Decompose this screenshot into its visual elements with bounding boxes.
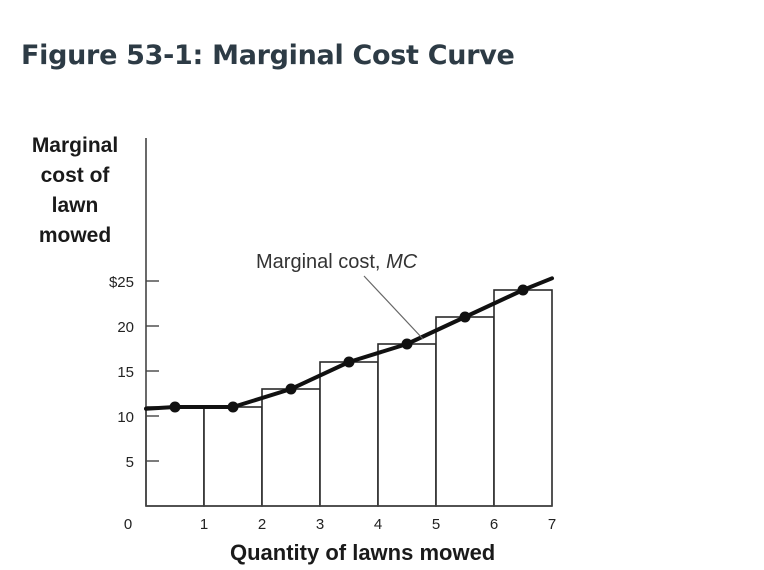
mc-point-marker — [227, 401, 239, 413]
annotation-leader-line — [363, 275, 424, 340]
y-axis-label-line: lawn — [51, 194, 99, 217]
y-tick-label: 5 — [126, 454, 134, 471]
y-tick-label: 10 — [117, 409, 134, 426]
x-tick-label: 6 — [490, 516, 498, 533]
y-axis-label: Marginal cost of lawn mowed — [14, 131, 136, 251]
mc-point-marker — [517, 284, 529, 296]
mc-point-marker — [285, 383, 297, 395]
x-tick-label: 5 — [432, 516, 440, 533]
mc-curve — [144, 276, 554, 413]
y-axis-label-line: cost of — [40, 164, 110, 187]
cost-bar — [493, 289, 553, 507]
x-tick-label: 1 — [200, 516, 208, 533]
x-tick-label: 4 — [374, 516, 382, 533]
mc-annotation: Marginal cost, MC — [256, 251, 424, 340]
cost-bar — [377, 343, 437, 507]
cost-bar — [319, 361, 379, 507]
x-tick-label: 2 — [258, 516, 266, 533]
mc-point-marker — [459, 311, 471, 323]
x-tick-label: 3 — [316, 516, 324, 533]
y-axis-ticks: $25 20 15 10 5 — [109, 274, 159, 471]
mc-point-marker — [169, 401, 181, 413]
figure-title: Figure 53-1: Marginal Cost Curve — [21, 40, 515, 71]
cost-bar — [145, 406, 205, 507]
x-tick-label: 0 — [124, 516, 132, 533]
mc-annotation-label: Marginal cost, MC — [256, 251, 418, 273]
y-axis-label-line: mowed — [38, 224, 112, 247]
x-axis-ticks: 0 1 2 3 4 5 6 7 — [124, 516, 556, 533]
mc-point-marker — [343, 356, 355, 368]
x-tick-label: 7 — [548, 516, 556, 533]
cost-bar — [203, 406, 263, 507]
y-tick-label: 20 — [117, 319, 134, 336]
y-axis-label-line: Marginal — [31, 134, 119, 157]
cost-bar — [261, 388, 321, 507]
cost-bar — [435, 316, 495, 507]
mc-point-marker — [401, 338, 413, 350]
cost-bars — [145, 289, 553, 507]
y-tick-label: 15 — [117, 364, 134, 381]
axes — [145, 138, 552, 507]
x-axis-label: Quantity of lawns mowed — [230, 540, 496, 565]
y-tick-label: $25 — [109, 274, 134, 291]
